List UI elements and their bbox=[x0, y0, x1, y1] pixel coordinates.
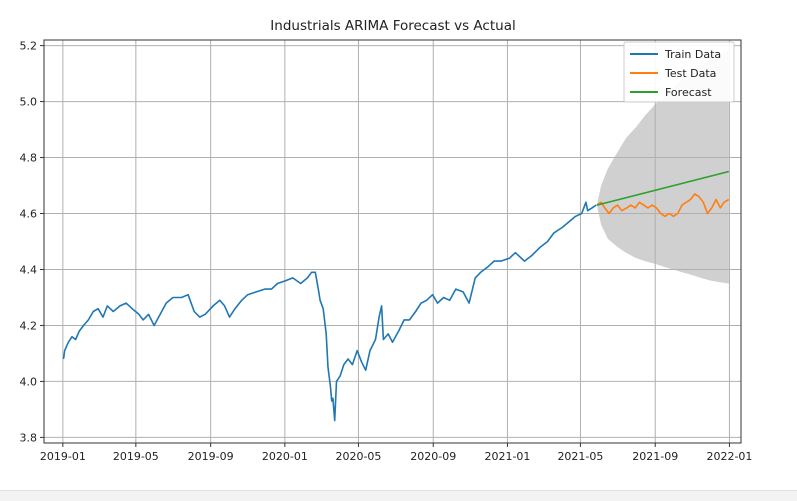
test-data-line bbox=[596, 193, 730, 218]
x-tick-label: 2020-01 bbox=[262, 450, 308, 463]
x-tick-label: 2022-01 bbox=[706, 450, 752, 463]
legend-label-train: Train Data bbox=[664, 48, 721, 61]
y-tick-label: 5.0 bbox=[20, 96, 38, 109]
x-tick-label: 2020-09 bbox=[410, 450, 456, 463]
plot-area-frame bbox=[43, 39, 742, 444]
legend: Train Data Test Data Forecast bbox=[623, 41, 735, 103]
series-layer bbox=[62, 170, 730, 422]
legend-box bbox=[623, 41, 735, 103]
confidence-band-layer bbox=[596, 51, 729, 284]
y-tick-label: 5.2 bbox=[20, 40, 38, 53]
y-tick-label: 4.6 bbox=[20, 208, 38, 221]
legend-label-test: Test Data bbox=[664, 67, 716, 80]
x-tick-label: 2021-01 bbox=[484, 450, 530, 463]
bottom-scroll-bar bbox=[0, 490, 797, 501]
forecast-confidence-band bbox=[596, 51, 729, 284]
x-tick-label: 2021-09 bbox=[632, 450, 678, 463]
y-tick-label: 4.4 bbox=[20, 263, 38, 276]
y-tick-label: 4.8 bbox=[20, 152, 38, 165]
y-tick-label: 4.0 bbox=[20, 375, 38, 388]
legend-label-forecast: Forecast bbox=[665, 86, 712, 99]
x-tick-label: 2019-01 bbox=[40, 450, 86, 463]
chart-title: Industrials ARIMA Forecast vs Actual bbox=[270, 18, 515, 34]
x-tick-label: 2020-05 bbox=[335, 450, 381, 463]
forecast-line bbox=[596, 170, 729, 206]
y-tick-label: 4.2 bbox=[20, 319, 38, 332]
x-tick-label: 2019-09 bbox=[188, 450, 234, 463]
axis-layer: 2019-01 2019-05 2019-09 2020-01 2020-05 2020-… bbox=[20, 40, 753, 463]
x-tick-label: 2021-05 bbox=[557, 450, 603, 463]
grid-layer bbox=[44, 40, 741, 443]
x-tick-label: 2019-05 bbox=[113, 450, 159, 463]
y-tick-label: 3.8 bbox=[20, 431, 38, 444]
train-data-line bbox=[62, 201, 597, 422]
